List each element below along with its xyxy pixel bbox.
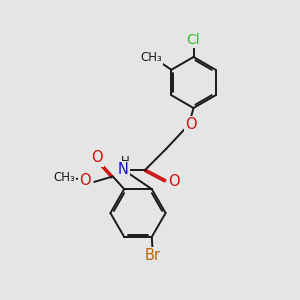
Text: O: O <box>168 174 180 189</box>
Text: O: O <box>186 117 197 132</box>
Text: CH₃: CH₃ <box>140 51 162 64</box>
Text: Cl: Cl <box>187 33 200 46</box>
Text: O: O <box>79 173 91 188</box>
Text: Br: Br <box>144 248 160 263</box>
Text: CH₃: CH₃ <box>53 171 75 184</box>
Text: O: O <box>91 150 103 165</box>
Text: H: H <box>121 154 130 168</box>
Text: N: N <box>118 162 128 177</box>
